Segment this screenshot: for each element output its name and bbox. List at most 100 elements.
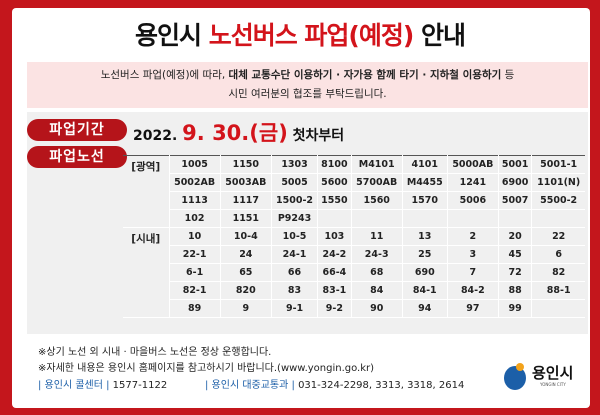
period-suffix: 첫차부터: [292, 128, 345, 144]
table-row: [광역] 1005 1150 1303 8100 M4101 4101 5000AB 5001 5…: [123, 155, 585, 228]
route-cell: 22-1: [168, 245, 221, 264]
notice-line2: 시민 여러분의 협조를 부탁드립니다.: [228, 88, 387, 100]
route-cell: [531, 299, 585, 318]
route-cell: 1500-2: [270, 191, 318, 210]
route-cell: 10-5: [270, 227, 318, 246]
dept-number: 031-324-2298, 3313, 3318, 2614: [298, 380, 465, 391]
route-cell: 690: [401, 263, 448, 282]
route-cell: 1303: [270, 155, 318, 174]
route-cell: 24-2: [317, 245, 352, 264]
route-cell: 103: [317, 227, 352, 246]
route-cell: 4101: [401, 155, 448, 174]
call-center-label: | 용인시 콜센터 |: [38, 380, 110, 391]
route-cell: [401, 209, 448, 228]
table-row: 1113 1117 1500-2 1550 1560 1570 5006 5007 5500-2: [123, 191, 585, 210]
title-highlight: 노선버스 파업(예정): [208, 21, 415, 50]
route-cell: 3: [446, 245, 499, 264]
route-cell: 5500-2: [531, 191, 585, 210]
route-cell: 1151: [219, 209, 272, 228]
notice-text: 등: [501, 69, 515, 81]
route-cell: 6: [531, 245, 585, 264]
route-cell: 1560: [350, 191, 403, 210]
route-cell: 89: [168, 299, 221, 318]
route-cell: 13: [401, 227, 448, 246]
table-row: 5002AB 5003AB 5005 5600 5700AB M4455 1241 6900 1…: [123, 173, 585, 192]
route-cell: 2: [446, 227, 499, 246]
route-cell: M4101: [350, 155, 403, 174]
route-cell: M4455: [401, 173, 448, 192]
route-cell: 25: [401, 245, 448, 264]
route-cell: 24-1: [270, 245, 318, 264]
table-row: 82-1 820 83 83-1 84 84-1 84-2 88 88-1: [123, 281, 585, 300]
period-date: 9. 30.(금): [182, 121, 288, 145]
route-cell: [531, 209, 585, 228]
route-cell: 97: [446, 299, 499, 318]
notice-box: 노선버스 파업(예정)에 따라, 대체 교통수단 이용하기 · 자가용 함께 타…: [27, 62, 588, 108]
route-cell: 5007: [497, 191, 532, 210]
route-cell: 820: [219, 281, 272, 300]
dept-label: | 용인시 대중교통과 |: [205, 380, 295, 391]
period-label: 파업기간: [27, 119, 127, 141]
route-cell: 94: [401, 299, 448, 318]
route-cell: [350, 209, 403, 228]
route-cell: 84-1: [401, 281, 448, 300]
route-cell: 9: [219, 299, 272, 318]
route-cell: 5006: [446, 191, 499, 210]
notice-bold: 대체 교통수단 이용하기 · 자가용 함께 타기 · 지하철 이용하기: [228, 69, 502, 81]
title-part: 용인시: [135, 21, 209, 50]
route-cell: P9243: [270, 209, 318, 228]
route-cell: 1241: [446, 173, 499, 192]
logo-text: 용인시: [532, 364, 574, 382]
route-cell: 8100: [317, 155, 352, 174]
route-cell: 5001-1: [531, 155, 585, 174]
route-cell: 88: [497, 281, 532, 300]
route-cell: 10-4: [219, 227, 272, 246]
route-cell: 83: [270, 281, 318, 300]
route-cell: 88-1: [531, 281, 585, 300]
title-part: 안내: [413, 21, 466, 50]
routes-label: 파업노선: [27, 146, 127, 168]
route-cell: 1117: [219, 191, 272, 210]
route-cell: 83-1: [317, 281, 352, 300]
logo-sub: YONGIN CITY: [540, 382, 566, 387]
route-cell: 22: [531, 227, 585, 246]
routes-table: [광역] 1005 1150 1303 8100 M4101 4101 5000AB 5001 5…: [123, 155, 585, 318]
route-cell: 82: [531, 263, 585, 282]
footer-note: ※자세한 내용은 용인시 홈페이지를 참고하시기 바랍니다.(www.yongi…: [38, 363, 375, 374]
period-year: 2022.: [133, 128, 178, 144]
route-cell: 65: [219, 263, 272, 282]
table-row: 6-1 65 66 66-4 68 690 7 72 82: [123, 263, 585, 282]
route-cell: 1550: [317, 191, 352, 210]
route-cell: 90: [350, 299, 403, 318]
call-center-number: 1577-1122: [112, 380, 168, 391]
route-group-label: [시내]: [123, 227, 169, 318]
route-cell: 5003AB: [219, 173, 272, 192]
table-row: [시내] 10 10-4 10-5 103 11 13 2 20 22: [123, 227, 585, 318]
route-cell: 5005: [270, 173, 318, 192]
route-cell: 9-1: [270, 299, 318, 318]
route-cell: 10: [168, 227, 221, 246]
table-row: 22-1 24 24-1 24-2 24-3 25 3 45 6: [123, 245, 585, 264]
route-cell: 24: [219, 245, 272, 264]
route-cell: 7: [446, 263, 499, 282]
route-cell: 1005: [168, 155, 221, 174]
route-cell: 11: [350, 227, 403, 246]
route-cell: 84: [350, 281, 403, 300]
route-cell: 1150: [219, 155, 272, 174]
city-emblem-icon: [504, 363, 526, 390]
route-cell: [497, 209, 532, 228]
notice-text: 노선버스 파업(예정)에 따라,: [100, 69, 229, 81]
route-cell: 5001: [497, 155, 532, 174]
route-cell: 66-4: [317, 263, 352, 282]
route-cell: 102: [168, 209, 221, 228]
route-cell: [317, 209, 352, 228]
route-cell: 1570: [401, 191, 448, 210]
route-group-label: [광역]: [123, 155, 169, 228]
route-cell: 5002AB: [168, 173, 221, 192]
period-value: 2022. 9. 30.(금) 첫차부터: [133, 117, 344, 147]
route-cell: 1113: [168, 191, 221, 210]
route-cell: [446, 209, 499, 228]
route-cell: 82-1: [168, 281, 221, 300]
route-cell: 5700AB: [350, 173, 403, 192]
route-cell: 84-2: [446, 281, 499, 300]
